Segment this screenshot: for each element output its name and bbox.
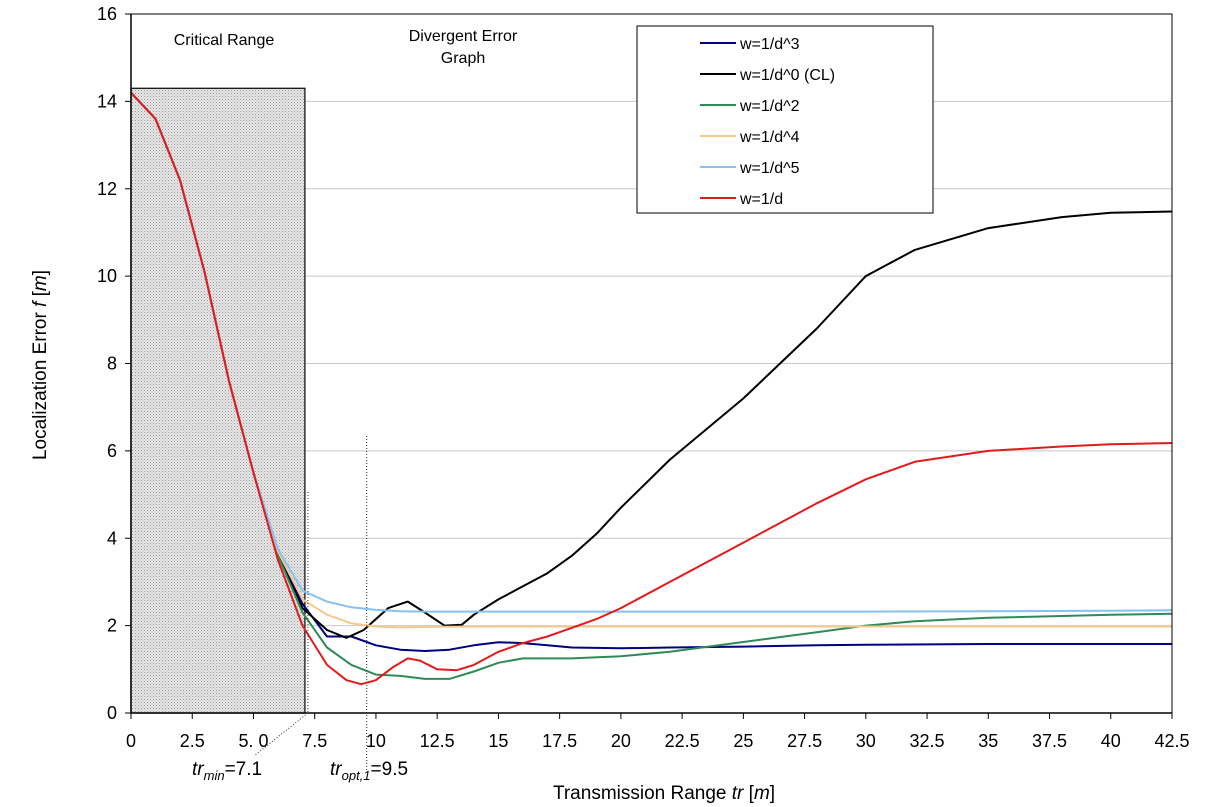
y-tick-label-6: 12 [97, 179, 117, 199]
x-axis-title-unit: m [754, 783, 770, 804]
y-tick-label-4: 8 [107, 354, 117, 374]
x-tick-label-5: 12.5 [420, 731, 455, 751]
legend-label-1: w=1/d^0 (CL) [739, 67, 835, 84]
x-tick-label-13: 32.5 [910, 731, 945, 751]
divergent-error-label-line1: Divergent Error [409, 28, 518, 45]
x-tick-label-16: 40 [1101, 731, 1121, 751]
x-axis-title-open: [ [743, 783, 754, 804]
x-tick-label-6: 15 [488, 731, 508, 751]
x-tick-label-17: 42.5 [1154, 731, 1189, 751]
x-tick-label-3: 7.5 [302, 731, 327, 751]
x-tick-label-9: 22.5 [665, 731, 700, 751]
critical-range-rect-0 [130, 87, 306, 714]
x-tick-label-2: 5. 0 [238, 731, 268, 751]
legend-label-5: w=1/d [739, 191, 783, 208]
tick-labels: 0 2.5 5. 0 7.5 10 12.5 15 17.5 20 22.5 25 27.5 30 32.… [97, 4, 1190, 751]
x-tick-label-7: 17.5 [542, 731, 577, 751]
legend-box [636, 25, 934, 214]
chart-labels: Critical Range Divergent Error Graph [174, 28, 518, 67]
x-tick-label-1: 2.5 [180, 731, 205, 751]
trmin-sub: min [204, 768, 225, 783]
x-tick-label-11: 27.5 [787, 731, 822, 751]
x-tick-label-14: 35 [978, 731, 998, 751]
x-tick-label-10: 25 [733, 731, 753, 751]
x-tick-label-0: 0 [126, 731, 136, 751]
legend-label-0: w=1/d^3 [739, 36, 800, 53]
trmin-value: =7.1 [225, 759, 263, 780]
annotations: trmin=7.1 tropt,1=9.5 Transmission Range… [30, 270, 775, 804]
trmin-diagonal-leader [253, 712, 309, 757]
x-axis-title-close: ] [770, 783, 775, 804]
x-tick-label-12: 30 [856, 731, 876, 751]
x-axis-title: Transmission Range tr [m] [553, 783, 775, 804]
critical-range-label: Critical Range [174, 32, 275, 49]
legend-label-2: w=1/d^2 [739, 98, 800, 115]
y-axis-title: Localization Error f [m] [30, 270, 51, 460]
tropt-value: =9.5 [371, 759, 409, 780]
x-axis-title-var: tr [732, 783, 744, 804]
tropt-var: tr [330, 759, 342, 780]
x-axis-title-main: Transmission Range [553, 783, 732, 804]
x-tick-label-15: 37.5 [1032, 731, 1067, 751]
y-tick-label-0: 0 [107, 703, 117, 723]
trmin-annotation: trmin=7.1 [192, 759, 262, 783]
legend: w=1/d^3 w=1/d^0 (CL) w=1/d^2 w=1/d^4 w=1/d^5… [636, 25, 934, 214]
y-axis-title-var: f [30, 300, 51, 307]
y-axis-title-close: ] [30, 270, 51, 275]
x-tick-label-4: 10 [366, 731, 386, 751]
legend-label-4: w=1/d^5 [739, 160, 800, 177]
tropt-annotation: tropt,1=9.5 [330, 759, 408, 783]
y-tick-label-2: 4 [107, 528, 117, 548]
y-tick-label-1: 2 [107, 616, 117, 636]
trmin-var: tr [192, 759, 204, 780]
y-tick-label-7: 14 [97, 91, 117, 111]
legend-label-3: w=1/d^4 [739, 129, 800, 146]
y-tick-label-5: 10 [97, 266, 117, 286]
critical-range-region [130, 87, 306, 714]
series-lines [130, 91, 1173, 686]
y-axis-title-open: [ [30, 290, 51, 301]
y-axis-title-unit: m [30, 275, 51, 291]
y-axis-title-main: Localization Error [30, 307, 51, 460]
y-tick-label-8: 16 [97, 4, 117, 24]
x-tick-label-8: 20 [611, 731, 631, 751]
tropt-sub: opt,1 [342, 768, 371, 783]
series-line-5 [130, 91, 1173, 686]
divergent-error-label-line2: Graph [441, 50, 485, 67]
y-tick-label-3: 6 [107, 441, 117, 461]
